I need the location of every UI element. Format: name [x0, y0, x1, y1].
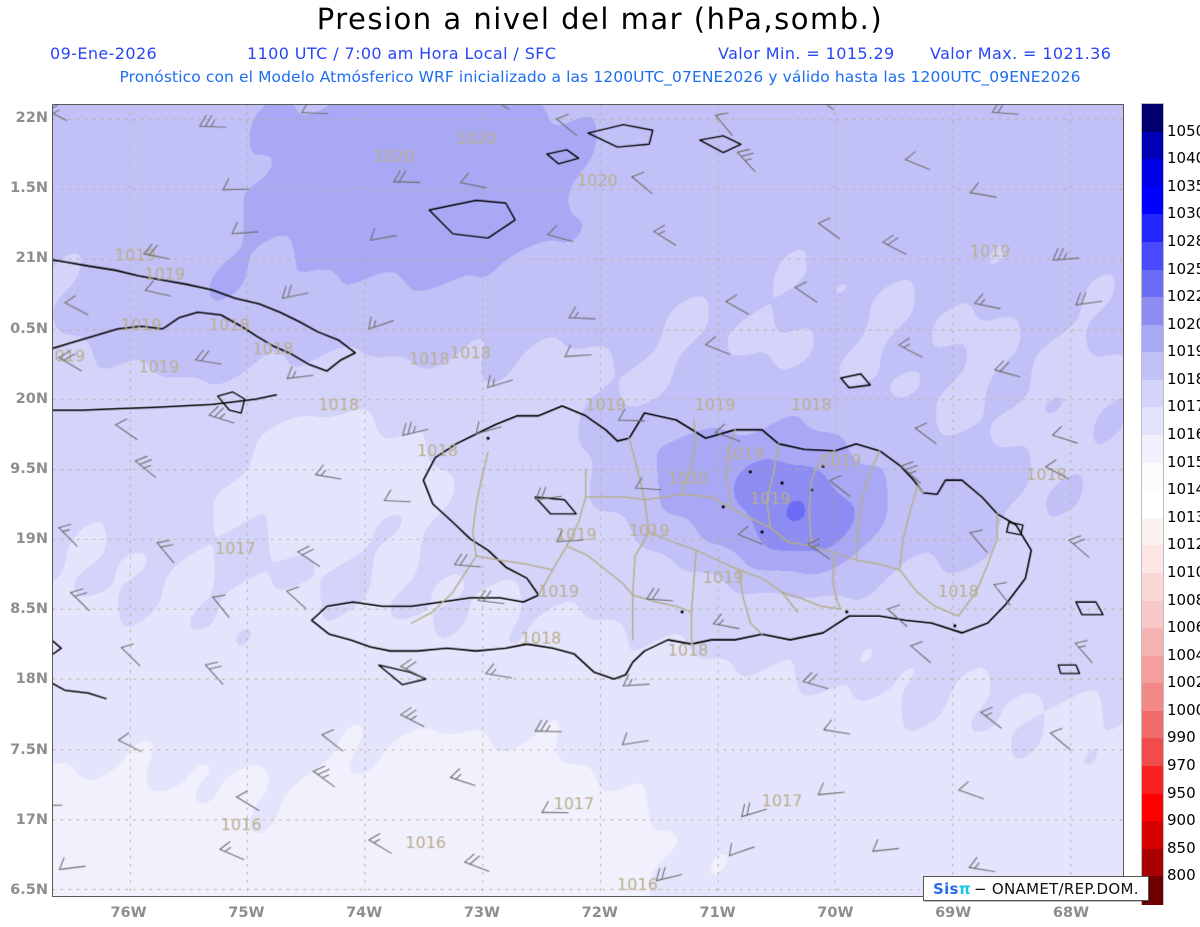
colorbar-tick-label: 1050 — [1167, 121, 1200, 140]
colorbar-cell — [1142, 738, 1163, 767]
colorbar-cell — [1142, 159, 1163, 188]
colorbar-tick-label: 900 — [1167, 811, 1196, 830]
colorbar-cell — [1142, 352, 1163, 381]
colorbar-cell — [1142, 186, 1163, 215]
colorbar-cell — [1142, 435, 1163, 464]
lat-tick-label: 19N — [15, 531, 48, 548]
colorbar-cell — [1142, 655, 1163, 684]
colorbar-labels: 1050 1040 1035 1030 1028 1025 1022 1020 1019 1018… — [1167, 103, 1200, 903]
colorbar-cell — [1142, 628, 1163, 657]
colorbar-cell — [1142, 793, 1163, 822]
lon-tick-label: 74W — [346, 905, 383, 921]
lon-tick-label: 75W — [228, 905, 265, 921]
colorbar-tick-label: 1002 — [1167, 673, 1200, 692]
colorbar-cell — [1142, 462, 1163, 491]
lon-tick-label: 68W — [1052, 905, 1090, 921]
colorbar-tick-label: 850 — [1167, 838, 1196, 857]
colorbar-tick-label: 1004 — [1167, 645, 1200, 664]
colorbar-tick-label: 1040 — [1167, 149, 1200, 168]
colorbar-cell — [1142, 545, 1163, 574]
latitude-axis: 22N 1.5N 21N 0.5N 20N 9.5N 19N 8.5N 18N 7.5N 17N 6.… — [0, 0, 52, 927]
lon-tick-label: 70W — [817, 905, 854, 921]
colorbar-cell — [1142, 269, 1163, 298]
colorbar-tick-label: 1010 — [1167, 562, 1200, 581]
colorbar-cell — [1142, 131, 1163, 160]
colorbar-cell — [1142, 324, 1163, 353]
lat-tick-label: 0.5N — [10, 320, 48, 337]
colorbar-tick-label: 1028 — [1167, 231, 1200, 250]
colorbar-tick-label: 1019 — [1167, 342, 1200, 361]
lat-tick-label: 17N — [15, 811, 48, 828]
credit-badge: Sis π − ONAMET/REP.DOM. — [923, 876, 1149, 901]
forecast-time: 1100 UTC / 7:00 am Hora Local / SFC — [247, 44, 557, 63]
colorbar-cell — [1142, 490, 1163, 519]
colorbar-tick-label: 1017 — [1167, 397, 1200, 416]
header-subline-1: 09-Ene-2026 1100 UTC / 7:00 am Hora Loca… — [0, 44, 1200, 64]
pi-logo-icon: π — [958, 879, 971, 898]
colorbar-cell — [1142, 517, 1163, 546]
colorbar-tick-label: 1014 — [1167, 480, 1200, 499]
colorbar-tick-label: 1018 — [1167, 369, 1200, 388]
colorbar-cell — [1142, 297, 1163, 326]
page-title: Presion a nivel del mar (hPa,somb.) — [316, 2, 884, 36]
lat-tick-label: 22N — [15, 110, 48, 127]
colorbar-tick-label: 1000 — [1167, 700, 1200, 719]
map-plot-area[interactable] — [52, 104, 1124, 897]
colorbar-tick-label: 1015 — [1167, 452, 1200, 471]
lat-tick-label: 20N — [15, 390, 48, 407]
colorbar-cell — [1142, 683, 1163, 712]
colorbar-tick-label: 800 — [1167, 866, 1196, 885]
lon-tick-label: 73W — [463, 905, 501, 921]
colorbar-cell — [1142, 241, 1163, 271]
colorbar-cell — [1142, 379, 1163, 409]
lon-tick-label: 76W — [110, 905, 147, 921]
lat-tick-label: 8.5N — [10, 601, 48, 618]
value-max: Valor Max. = 1021.36 — [930, 44, 1112, 63]
colorbar-cell — [1142, 600, 1163, 629]
credit-org: − ONAMET/REP.DOM. — [973, 879, 1139, 898]
value-min: Valor Min. = 1015.29 — [718, 44, 895, 63]
colorbar-cell — [1142, 848, 1163, 877]
lat-tick-label: 1.5N — [10, 180, 48, 197]
colorbar-tick-label: 1025 — [1167, 259, 1200, 278]
lat-tick-label: 18N — [15, 671, 48, 688]
colorbar-tick-label: 1035 — [1167, 176, 1200, 195]
colorbar-tick-label: 970 — [1167, 756, 1196, 775]
colorbar-cell — [1142, 766, 1163, 795]
lat-tick-label: 7.5N — [10, 741, 48, 758]
colorbar-tick-label: 1020 — [1167, 314, 1200, 333]
colorbar-cell — [1142, 104, 1163, 133]
colorbar-tick-label: 1030 — [1167, 204, 1200, 223]
colorbar-tick-label: 1008 — [1167, 590, 1200, 609]
forecast-note: Pronóstico con el Modelo Atmósferico WRF… — [119, 68, 1081, 86]
colorbar-tick-label: 1012 — [1167, 535, 1200, 554]
forecast-date: 09-Ene-2026 — [50, 44, 158, 63]
colorbar-tick-label: 1006 — [1167, 618, 1200, 637]
lat-tick-label: 21N — [15, 250, 48, 267]
lat-tick-label: 9.5N — [10, 460, 48, 477]
lon-tick-label: 72W — [581, 905, 618, 921]
colorbar-tick-label: 1013 — [1167, 507, 1200, 526]
map-overlay-layer — [53, 105, 1123, 896]
colorbar — [1141, 103, 1164, 905]
colorbar-cell — [1142, 821, 1163, 850]
colorbar-cell — [1142, 214, 1163, 243]
lon-tick-label: 71W — [699, 905, 736, 921]
colorbar-tick-label: 950 — [1167, 783, 1196, 802]
colorbar-tick-label: 1022 — [1167, 287, 1200, 306]
sis-logo-text: Sis — [933, 879, 959, 898]
lon-tick-label: 69W — [935, 905, 972, 921]
colorbar-tick-label: 990 — [1167, 728, 1196, 747]
colorbar-tick-label: 1016 — [1167, 425, 1200, 444]
lat-tick-label: 6.5N — [10, 881, 48, 898]
colorbar-cell — [1142, 572, 1163, 602]
colorbar-cell — [1142, 407, 1163, 436]
colorbar-cell — [1142, 710, 1163, 740]
